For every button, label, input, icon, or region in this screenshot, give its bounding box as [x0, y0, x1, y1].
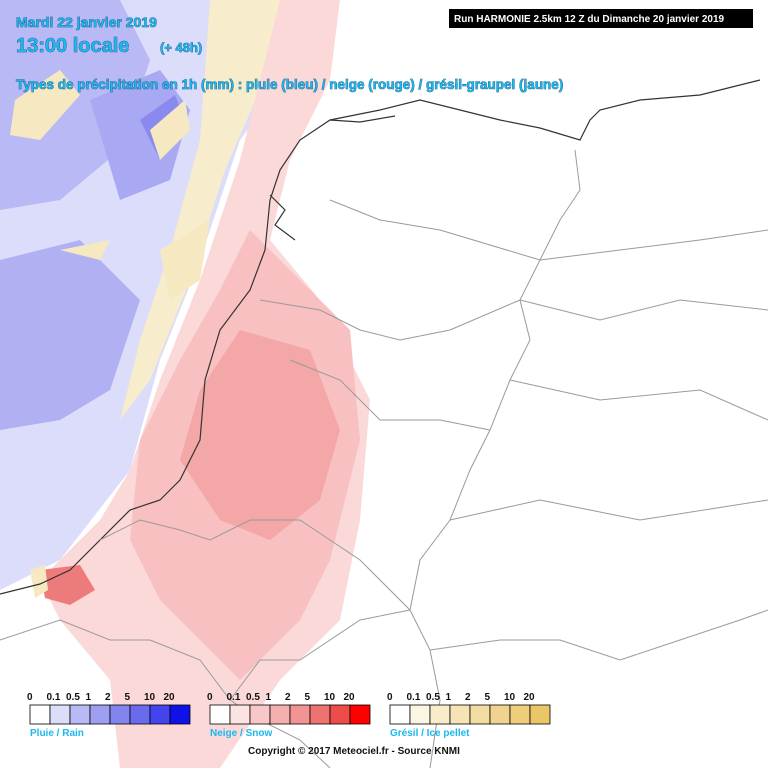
legend-swatch [289, 704, 311, 725]
date: Mardi 22 janvier 2019 [16, 14, 157, 30]
legend-tick: 1 [86, 692, 92, 703]
legend-swatch [529, 704, 551, 725]
legend-swatch [489, 704, 511, 725]
lead-time: (+ 48h) [160, 40, 202, 55]
legend-tick: 5 [485, 692, 491, 703]
legend-tick: 10 [324, 692, 336, 703]
legend-swatch [29, 704, 51, 725]
legend-tick: 20 [524, 692, 536, 703]
legend-tick: 0 [27, 692, 33, 703]
legend-swatch [89, 704, 111, 725]
legend-swatch [309, 704, 331, 725]
legend-tick: 0.5 [246, 692, 260, 703]
legend-tick: 5 [125, 692, 131, 703]
subtitle: Types de précipitation en 1h (mm) : plui… [16, 77, 563, 92]
time: 13:00 locale [16, 35, 129, 57]
legend-swatch [509, 704, 531, 725]
legend-tick: 0 [207, 692, 213, 703]
legend-tick: 20 [344, 692, 356, 703]
legend-swatch [409, 704, 431, 725]
legend-tick: 2 [105, 692, 111, 703]
legend-name: Grésil / Ice pellet [390, 728, 470, 739]
legend-swatch [149, 704, 171, 725]
legend-swatch [469, 704, 491, 725]
legend-tick: 0 [387, 692, 393, 703]
legend-swatch [229, 704, 251, 725]
coastline [0, 79, 761, 595]
run-info: Run HARMONIE 2.5km 12 Z du Dimanche 20 j… [454, 14, 725, 25]
legend-swatch [209, 704, 231, 725]
legend-swatch [69, 704, 91, 725]
legend-tick: 2 [465, 692, 471, 703]
legend-swatch [249, 704, 271, 725]
legend-tick: 0.1 [227, 692, 241, 703]
legend-tick: 0.5 [66, 692, 80, 703]
legend-tick: 0.1 [47, 692, 61, 703]
legend-name: Pluie / Rain [30, 728, 84, 739]
legend-swatch [349, 704, 371, 725]
legend-tick: 1 [266, 692, 272, 703]
legend-swatch [269, 704, 291, 725]
legend-tick: 0.5 [426, 692, 440, 703]
legend-tick: 20 [164, 692, 176, 703]
legend-swatch [329, 704, 351, 725]
legend-tick: 10 [504, 692, 516, 703]
legend-swatch [169, 704, 191, 725]
legend-tick: 10 [144, 692, 156, 703]
legend-swatch [429, 704, 451, 725]
legend-tick: 0.1 [407, 692, 421, 703]
legend-swatch [109, 704, 131, 725]
legend-swatch [49, 704, 71, 725]
legend-swatch [449, 704, 471, 725]
legend-swatch [129, 704, 151, 725]
legend-tick: 1 [446, 692, 452, 703]
borders [0, 149, 768, 768]
precipitation-field [0, 0, 370, 768]
legend-name: Neige / Snow [210, 728, 272, 739]
legend-tick: 2 [285, 692, 291, 703]
legend-swatch [389, 704, 411, 725]
legend-tick: 5 [305, 692, 311, 703]
copyright: Copyright © 2017 Meteociel.fr - Source K… [248, 746, 460, 757]
run-box [449, 9, 753, 28]
